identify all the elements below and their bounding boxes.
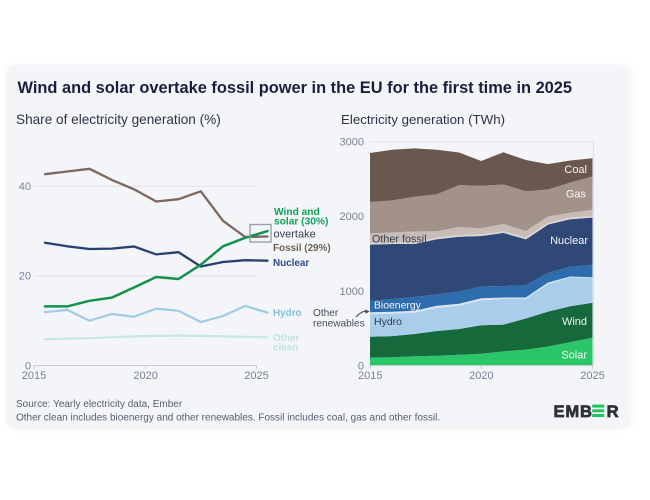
svg-text:Solar: Solar (561, 350, 587, 362)
svg-text:Bioenergy: Bioenergy (374, 301, 422, 312)
svg-text:2020: 2020 (133, 370, 157, 382)
svg-text:2000: 2000 (340, 211, 364, 223)
svg-text:Wind and solar overtake fossil: Wind and solar overtake fossil power in … (18, 79, 573, 97)
svg-text:Source: Yearly electricity dat: Source: Yearly electricity data, Ember (16, 399, 183, 410)
svg-text:Other: Other (313, 308, 339, 319)
svg-text:Coal: Coal (564, 164, 587, 176)
svg-text:Gas: Gas (566, 188, 587, 200)
svg-text:1000: 1000 (340, 286, 364, 298)
svg-text:2020: 2020 (469, 370, 493, 382)
svg-text:overtake: overtake (274, 228, 316, 240)
svg-text:20: 20 (19, 271, 31, 283)
svg-text:Wind: Wind (562, 316, 587, 328)
svg-text:Hydro: Hydro (273, 308, 302, 319)
svg-text:2015: 2015 (22, 370, 46, 382)
svg-text:0: 0 (358, 360, 364, 372)
svg-text:Share of electricity generatio: Share of electricity generation (%) (16, 112, 221, 127)
svg-text:Wind and: Wind and (274, 207, 320, 218)
svg-text:3000: 3000 (340, 137, 364, 149)
svg-text:Other fossil: Other fossil (372, 233, 427, 245)
svg-text:Other clean includes bioenergy: Other clean includes bioenergy and other… (16, 412, 440, 423)
svg-text:2025: 2025 (244, 370, 268, 382)
svg-text:0: 0 (25, 360, 31, 372)
svg-text:clean: clean (273, 343, 298, 354)
svg-text:40: 40 (19, 181, 31, 193)
svg-text:Other: Other (273, 333, 299, 344)
svg-text:2015: 2015 (358, 370, 382, 382)
svg-text:2025: 2025 (580, 370, 604, 382)
svg-text:renewables: renewables (313, 318, 365, 329)
svg-text:Nuclear: Nuclear (273, 258, 309, 269)
svg-text:Fossil (29%): Fossil (29%) (273, 243, 331, 254)
svg-text:EMB: EMB (554, 402, 593, 421)
svg-text:Nuclear: Nuclear (550, 235, 588, 247)
svg-text:Hydro: Hydro (374, 316, 402, 328)
svg-text:Electricity generation (TWh): Electricity generation (TWh) (341, 112, 505, 127)
svg-text:solar (30%): solar (30%) (274, 217, 328, 228)
svg-text:R: R (607, 402, 619, 421)
